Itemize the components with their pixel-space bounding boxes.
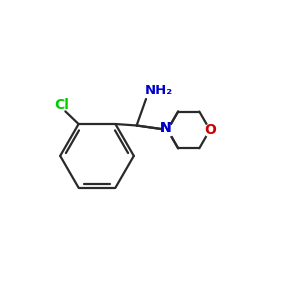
Text: Cl: Cl [54, 98, 69, 112]
Text: N: N [160, 122, 172, 135]
Text: N: N [160, 122, 172, 135]
Text: NH₂: NH₂ [144, 84, 172, 97]
Text: O: O [204, 123, 216, 137]
